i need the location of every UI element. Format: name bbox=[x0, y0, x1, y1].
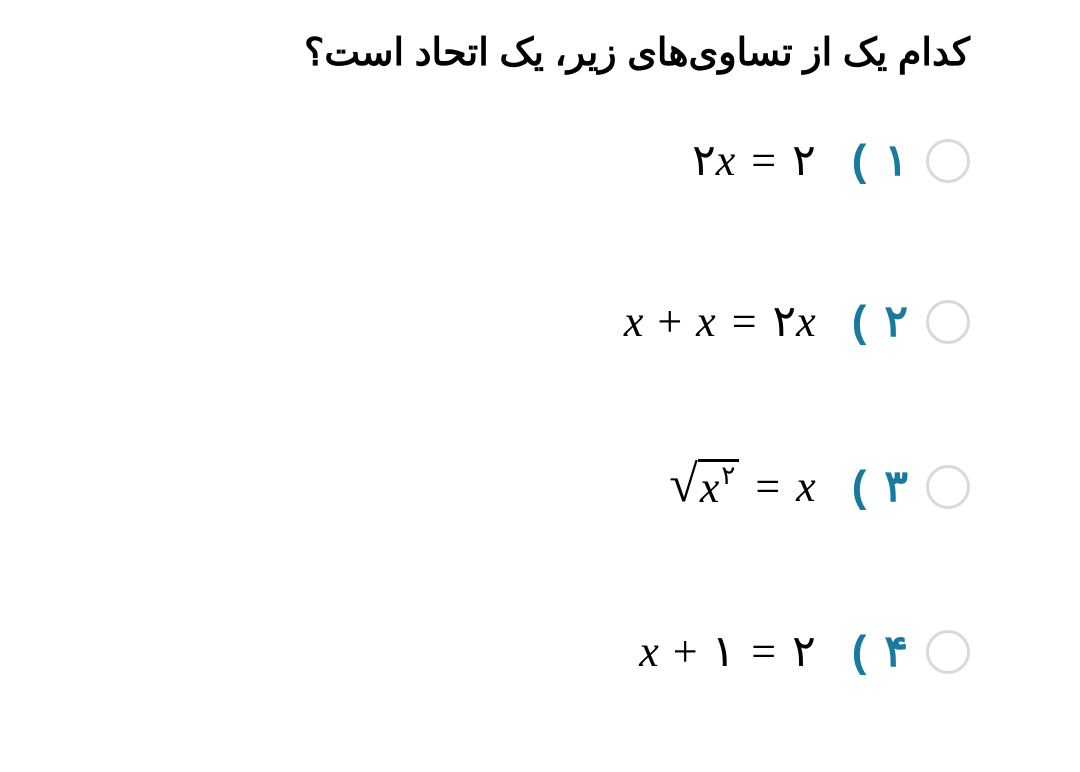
term1: x bbox=[624, 296, 644, 347]
equals-sign: = bbox=[755, 461, 780, 512]
sqrt-base: x bbox=[700, 462, 720, 513]
question-title: کدام یک از تساوی‌های زیر، یک اتحاد است؟ bbox=[60, 30, 1020, 75]
option-2-paren: ) bbox=[852, 297, 867, 347]
option-4-paren: ) bbox=[852, 627, 867, 677]
rhs-var: x bbox=[796, 296, 816, 347]
rhs: ۲ bbox=[792, 135, 816, 186]
plus-sign: + bbox=[657, 296, 682, 347]
equals-sign: = bbox=[751, 626, 776, 677]
radio-3[interactable] bbox=[926, 465, 970, 509]
plus-sign: + bbox=[673, 626, 698, 677]
term2: ۱ bbox=[712, 626, 736, 677]
option-4-number: ۴ bbox=[884, 626, 908, 677]
options-list: ۱ ) ۲x = ۲ ۲ ) x + x = ۲x ۳ ) √ x۲ bbox=[60, 135, 1020, 677]
option-1[interactable]: ۱ ) ۲x = ۲ bbox=[60, 135, 970, 186]
radio-4[interactable] bbox=[926, 630, 970, 674]
option-3[interactable]: ۳ ) √ x۲ = x bbox=[60, 457, 970, 516]
var-x: x bbox=[716, 135, 736, 186]
term2: x bbox=[696, 296, 716, 347]
option-2-equation: x + x = ۲x bbox=[624, 296, 816, 347]
option-3-paren: ) bbox=[852, 462, 867, 512]
sqrt-exponent: ۲ bbox=[721, 460, 735, 491]
option-1-paren: ) bbox=[852, 136, 867, 186]
option-1-equation: ۲x = ۲ bbox=[692, 135, 816, 186]
rhs-coef: ۲ bbox=[773, 296, 797, 347]
option-1-number: ۱ bbox=[884, 135, 908, 186]
radio-1[interactable] bbox=[926, 139, 970, 183]
option-4[interactable]: ۴ ) x + ۱ = ۲ bbox=[60, 626, 970, 677]
equals-sign: = bbox=[732, 296, 757, 347]
option-3-equation: √ x۲ = x bbox=[669, 457, 815, 516]
option-2-number: ۲ bbox=[884, 296, 908, 347]
sqrt-content: x۲ bbox=[698, 459, 740, 515]
option-2[interactable]: ۲ ) x + x = ۲x bbox=[60, 296, 970, 347]
rhs: x bbox=[796, 461, 816, 512]
rhs: ۲ bbox=[792, 626, 816, 677]
coef: ۲ bbox=[692, 135, 716, 186]
radio-2[interactable] bbox=[926, 300, 970, 344]
term1: x bbox=[639, 626, 659, 677]
sqrt-expression: √ x۲ bbox=[669, 457, 739, 516]
sqrt-symbol: √ bbox=[669, 455, 698, 514]
option-4-equation: x + ۱ = ۲ bbox=[639, 626, 815, 677]
option-3-number: ۳ bbox=[884, 461, 908, 512]
equals-sign: = bbox=[751, 135, 776, 186]
